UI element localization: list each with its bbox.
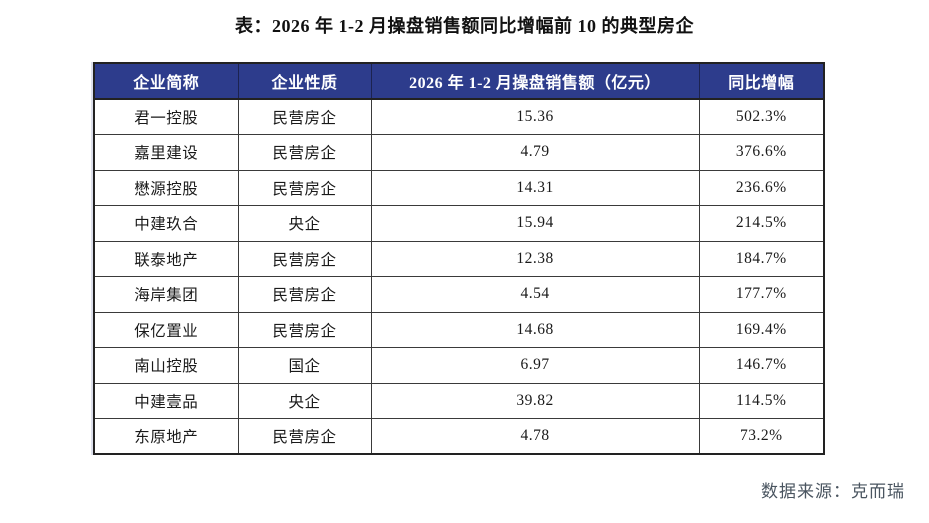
data-source-note: 数据来源：克而瑞: [761, 482, 905, 501]
table-row: 中建玖合 央企 15.94 214.5%: [93, 205, 825, 242]
company-name-cell: 中建壹品: [93, 382, 239, 419]
sales-value-cell: 6.97: [370, 347, 700, 384]
table-row: 南山控股 国企 6.97 146.7%: [93, 347, 825, 384]
company-type-cell: 民营房企: [237, 98, 372, 135]
company-type-cell: 民营房企: [237, 311, 372, 348]
data-table: 企业简称 企业性质 2026 年 1-2 月操盘销售额（亿元） 同比增幅 君一控…: [93, 62, 825, 455]
yoy-growth-cell: 177.7%: [698, 276, 825, 313]
table-row: 海岸集团 民营房企 4.54 177.7%: [93, 276, 825, 313]
sales-value-cell: 4.79: [370, 134, 700, 171]
company-name-cell: 中建玖合: [93, 205, 239, 242]
yoy-growth-cell: 376.6%: [698, 134, 825, 171]
company-name-cell: 懋源控股: [93, 169, 239, 206]
sales-value-cell: 4.78: [370, 418, 700, 455]
sales-value-cell: 39.82: [370, 382, 700, 419]
sales-value-cell: 14.68: [370, 311, 700, 348]
yoy-growth-cell: 236.6%: [698, 169, 825, 206]
table-row: 保亿置业 民营房企 14.68 169.4%: [93, 311, 825, 348]
company-type-cell: 民营房企: [237, 276, 372, 313]
company-name-cell: 海岸集团: [93, 276, 239, 313]
table-header: 企业简称 企业性质 2026 年 1-2 月操盘销售额（亿元） 同比增幅: [93, 62, 825, 100]
yoy-growth-cell: 146.7%: [698, 347, 825, 384]
table-row: 懋源控股 民营房企 14.31 236.6%: [93, 169, 825, 206]
table-row: 东原地产 民营房企 4.78 73.2%: [93, 418, 825, 455]
company-type-cell: 民营房企: [237, 134, 372, 171]
company-name-cell: 保亿置业: [93, 311, 239, 348]
header-company-name: 企业简称: [93, 62, 239, 100]
header-sales-value: 2026 年 1-2 月操盘销售额（亿元）: [370, 62, 700, 100]
company-type-cell: 民营房企: [237, 240, 372, 277]
header-row: 企业简称 企业性质 2026 年 1-2 月操盘销售额（亿元） 同比增幅: [93, 62, 825, 100]
sales-value-cell: 15.36: [370, 98, 700, 135]
table-row: 中建壹品 央企 39.82 114.5%: [93, 382, 825, 419]
company-name-cell: 君一控股: [93, 98, 239, 135]
company-type-cell: 央企: [237, 205, 372, 242]
table-row: 君一控股 民营房企 15.36 502.3%: [93, 98, 825, 135]
yoy-growth-cell: 114.5%: [698, 382, 825, 419]
sales-value-cell: 4.54: [370, 276, 700, 313]
yoy-growth-cell: 73.2%: [698, 418, 825, 455]
company-type-cell: 国企: [237, 347, 372, 384]
company-type-cell: 民营房企: [237, 169, 372, 206]
table-title: 表：2026 年 1-2 月操盘销售额同比增幅前 10 的典型房企: [235, 16, 694, 36]
yoy-growth-cell: 169.4%: [698, 311, 825, 348]
sales-value-cell: 15.94: [370, 205, 700, 242]
yoy-growth-cell: 214.5%: [698, 205, 825, 242]
header-yoy-growth: 同比增幅: [698, 62, 825, 100]
company-type-cell: 央企: [237, 382, 372, 419]
company-name-cell: 联泰地产: [93, 240, 239, 277]
sales-value-cell: 14.31: [370, 169, 700, 206]
table-body: 君一控股 民营房企 15.36 502.3% 嘉里建设 民营房企 4.79 376.6% 懋源控…: [93, 98, 825, 455]
yoy-growth-cell: 184.7%: [698, 240, 825, 277]
table-row: 联泰地产 民营房企 12.38 184.7%: [93, 240, 825, 277]
company-name-cell: 南山控股: [93, 347, 239, 384]
company-name-cell: 嘉里建设: [93, 134, 239, 171]
header-company-type: 企业性质: [237, 62, 372, 100]
table-row: 嘉里建设 民营房企 4.79 376.6%: [93, 134, 825, 171]
company-type-cell: 民营房企: [237, 418, 372, 455]
sales-value-cell: 12.38: [370, 240, 700, 277]
company-name-cell: 东原地产: [93, 418, 239, 455]
yoy-growth-cell: 502.3%: [698, 98, 825, 135]
